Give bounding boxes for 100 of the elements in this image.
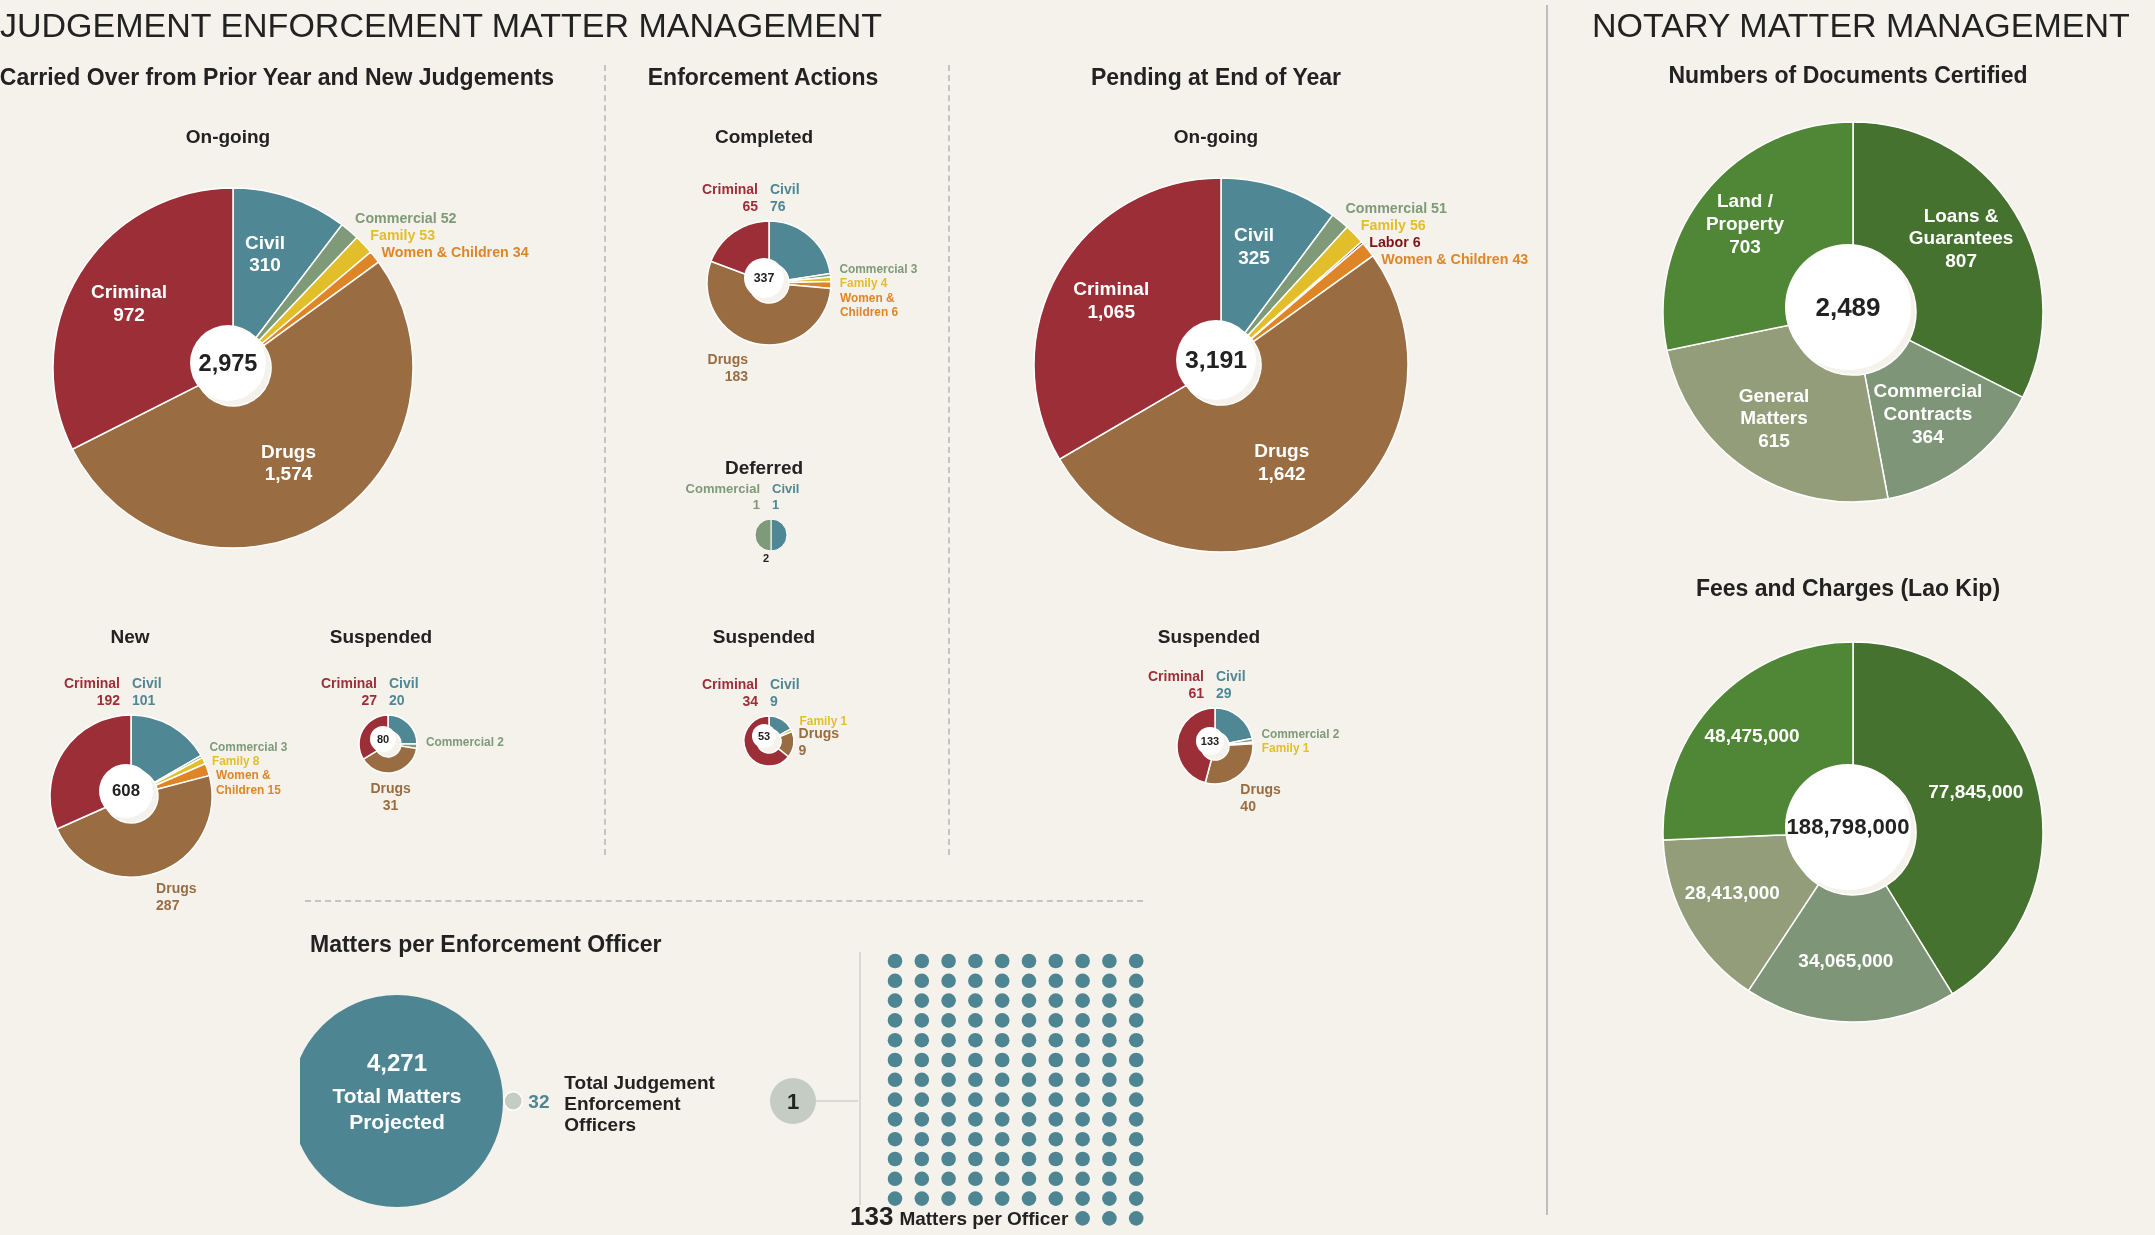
slice-label: Commercial: [685, 480, 760, 496]
text: NOTARY MATTER MANAGEMENT: [1592, 5, 2130, 45]
slice-label: Drugs: [1254, 439, 1310, 461]
slice-label: Family 56: [1360, 217, 1426, 234]
data-label: 1: [772, 496, 780, 512]
slice-label: Labor 6: [1369, 234, 1421, 251]
data-label: 183: [724, 368, 749, 385]
text: 53: [757, 730, 771, 742]
text: 337: [753, 271, 775, 285]
text: 2: [762, 552, 770, 564]
text: 133: [1200, 735, 1220, 747]
slice-label: Civil: [772, 480, 800, 496]
data-label: 76: [770, 198, 786, 214]
slice-label: Family 53: [370, 227, 436, 244]
data-label: 32: [528, 1091, 550, 1112]
slice-label: Civil: [1233, 223, 1275, 245]
slice-label: Commercial 3: [839, 261, 918, 276]
data-label: 9: [770, 693, 778, 709]
data-label: 101: [132, 692, 156, 708]
slice-label: Family 1: [1261, 740, 1310, 755]
data-label: 31: [382, 797, 399, 814]
category-label: Matters per Officer: [899, 1208, 1069, 1229]
data-label: 1,574: [264, 462, 313, 484]
slice-label: Civil: [770, 181, 800, 198]
slice-label: Criminal: [1147, 668, 1204, 685]
data-label: 29: [1216, 685, 1232, 701]
slice-label: Criminal: [701, 181, 758, 198]
data-label: 703: [1729, 235, 1761, 257]
data-label: 27: [361, 692, 378, 708]
slice-label: Loans & Guarantees: [1908, 204, 2014, 248]
chart-title: Suspended: [712, 626, 816, 648]
slice-label: Civil: [1216, 668, 1246, 685]
data-label: 65: [742, 198, 759, 214]
data-label: 325: [1238, 246, 1271, 268]
slice-label: Drugs: [1240, 781, 1282, 798]
slice-label: Civil: [770, 676, 800, 693]
data-label: 192: [96, 692, 121, 708]
data-label: 34,065,000: [1798, 949, 1894, 971]
text: 2,489: [1815, 291, 1881, 322]
chart-title: Fees and Charges (Lao Kip): [1695, 574, 2001, 602]
data-label: 40: [1240, 798, 1257, 815]
chart-title: Suspended: [329, 626, 433, 648]
data-label: 1,642: [1258, 462, 1306, 484]
data-label: 615: [1758, 429, 1791, 451]
slice-label: Drugs: [261, 440, 316, 462]
slice-label: Land / Property: [1705, 189, 1785, 234]
slice-label: Criminal: [320, 675, 377, 692]
text: JUDGEMENT ENFORCEMENT MATTER MANAGEMENT: [0, 5, 883, 45]
slice-label: Women & Children 15: [216, 768, 282, 797]
data-label: 20: [389, 692, 405, 708]
text: Carried Over from Prior Year and New Judgements: [0, 63, 555, 91]
data-label: 61: [1188, 685, 1205, 701]
data-label: 48,475,000: [1704, 724, 1800, 746]
text: Enforcement Actions: [647, 63, 879, 91]
slice-label: Drugs: [156, 880, 197, 897]
slice-label: Civil: [245, 231, 286, 253]
slice-label: Commercial 2: [425, 735, 505, 750]
slice-label: Criminal: [1073, 277, 1150, 299]
slice-label: Commercial Contracts: [1873, 379, 1983, 424]
chart-title: Completed: [714, 126, 814, 148]
slice-label: Commercial 51: [1345, 200, 1447, 217]
slice-label: Civil: [389, 675, 419, 692]
data-label: 364: [1912, 425, 1945, 447]
text: Pending at End of Year: [1090, 63, 1342, 91]
slice-label: Commercial 2: [1261, 726, 1340, 741]
slice-label: Women & Children 43: [1381, 251, 1529, 268]
slice-label: Criminal: [91, 280, 168, 302]
category-label: Total Matters Projected: [332, 1084, 462, 1133]
data-label: 1,065: [1087, 300, 1136, 322]
data-label: 287: [156, 896, 180, 913]
slice-label: Family 1: [799, 713, 848, 728]
slice-label: Commercial 3: [209, 739, 288, 754]
slice-label: Civil: [132, 675, 162, 692]
data-label: 9: [798, 741, 807, 758]
slice-label: General Matters: [1738, 384, 1810, 428]
text: 80: [376, 733, 390, 745]
chart-title: On-going: [185, 126, 271, 148]
chart-title: New: [110, 626, 150, 648]
slice-label: Family 8: [211, 754, 260, 769]
slice-label: Criminal: [63, 675, 120, 692]
slice-label: Women & Children 34: [381, 244, 529, 261]
data-label: 1: [752, 496, 760, 512]
slice-label: Drugs: [370, 780, 412, 797]
chart-title: Suspended: [1157, 626, 1261, 648]
chart-title: Deferred: [724, 457, 804, 479]
data-label: 972: [113, 303, 145, 325]
chart-title: Numbers of Documents Certified: [1668, 61, 2028, 89]
data-label: 4,271: [366, 1049, 428, 1076]
text: 608: [112, 781, 140, 800]
slice-label: Women & Children 6: [839, 290, 899, 319]
text: Matters per Enforcement Officer: [310, 930, 662, 958]
slice-label: Criminal: [701, 676, 758, 693]
data-label: 310: [249, 253, 281, 275]
text: 188,798,000: [1786, 814, 1910, 839]
text: 1: [786, 1089, 800, 1114]
text: 2,975: [198, 349, 258, 376]
slice-label: Drugs: [707, 351, 749, 368]
text: 3,191: [1184, 346, 1248, 373]
chart-title: On-going: [1173, 126, 1259, 148]
slice-label: Family 4: [839, 276, 888, 291]
